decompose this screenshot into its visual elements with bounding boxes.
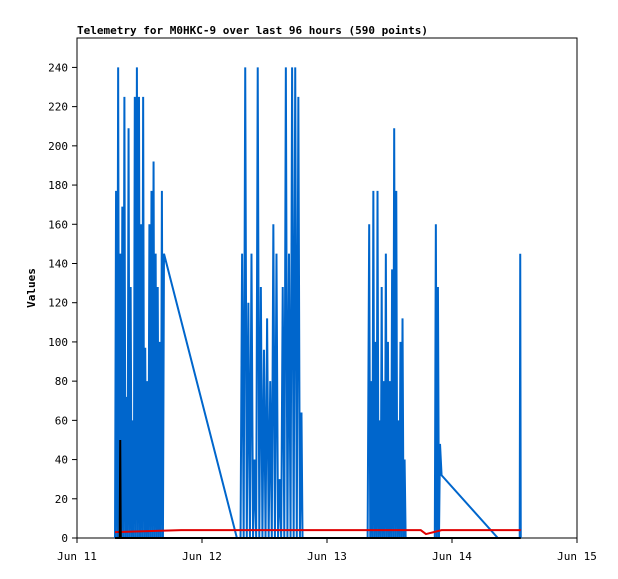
x-tick-label: Jun 14 [432, 550, 472, 563]
x-tick-label: Jun 11 [57, 550, 97, 563]
y-tick-label: 60 [55, 414, 68, 427]
y-tick-label: 220 [48, 101, 68, 114]
data-line [115, 439, 521, 539]
chart-title: Telemetry for M0HKC-9 over last 96 hours… [77, 24, 428, 37]
y-tick-label: 100 [48, 336, 68, 349]
y-tick-label: 160 [48, 218, 68, 231]
y-tick-label: 140 [48, 257, 68, 270]
y-tick-label: 240 [48, 61, 68, 74]
y-tick-label: 120 [48, 297, 68, 310]
x-tick-label: Jun 15 [557, 550, 597, 563]
data-line [114, 67, 522, 539]
x-tick-label: Jun 13 [307, 550, 347, 563]
y-tick-label: 80 [55, 375, 68, 388]
data-line [114, 529, 521, 536]
y-tick-label: 40 [55, 454, 68, 467]
y-tick-label: 20 [55, 493, 68, 506]
y-tick-label: 200 [48, 140, 68, 153]
x-tick-label: Jun 12 [182, 550, 222, 563]
y-tick-label: 180 [48, 179, 68, 192]
y-axis-label: Values [25, 268, 38, 308]
y-tick-label: 0 [61, 532, 68, 545]
